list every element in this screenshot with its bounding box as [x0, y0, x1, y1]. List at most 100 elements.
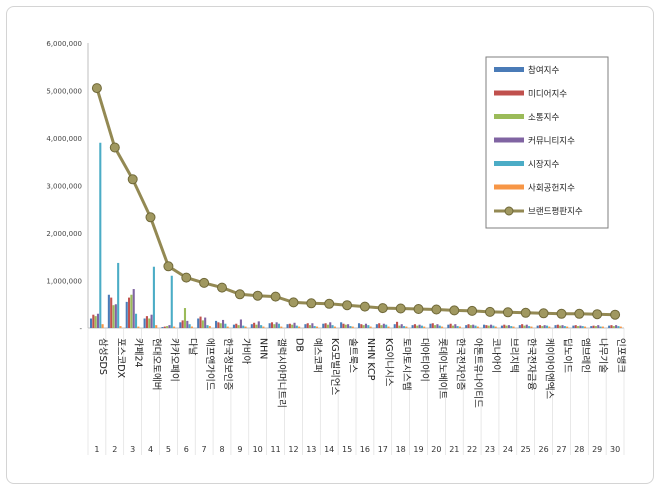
category-number: 9	[237, 445, 242, 454]
bar	[235, 323, 238, 328]
y-tick-label: 4,000,000	[46, 135, 82, 143]
category-label: NHN	[258, 338, 269, 359]
bar	[143, 318, 146, 328]
bar	[512, 326, 515, 328]
bar	[96, 313, 100, 328]
bar	[472, 324, 475, 328]
bar	[413, 324, 416, 328]
bar	[530, 326, 533, 328]
category-label: 카페24	[133, 338, 144, 368]
bar	[340, 322, 343, 328]
bar	[369, 326, 372, 328]
line-series	[91, 83, 621, 320]
line-point	[556, 308, 567, 319]
bar	[364, 323, 368, 328]
line-point	[270, 291, 281, 302]
bar	[525, 324, 528, 328]
bar	[505, 325, 508, 329]
category-label: 예스코퍼	[311, 338, 322, 373]
line-point	[163, 261, 174, 272]
bar	[270, 322, 274, 328]
line-point	[252, 290, 263, 301]
category-number: 10	[253, 445, 263, 454]
bar	[367, 325, 370, 328]
bar	[378, 323, 381, 328]
category-label: 한국전자인증	[454, 338, 465, 391]
bar	[469, 325, 472, 328]
bar	[89, 318, 93, 328]
bar	[405, 326, 408, 328]
bar	[349, 326, 352, 328]
line-point	[91, 83, 102, 94]
bar	[268, 323, 271, 328]
category-number: 8	[219, 445, 224, 454]
bar	[402, 326, 406, 328]
bar	[331, 325, 334, 328]
bar	[492, 325, 495, 329]
bar	[295, 325, 298, 329]
bar	[226, 326, 229, 328]
bar	[476, 326, 479, 328]
bar	[275, 322, 278, 328]
bar	[351, 326, 354, 328]
bar	[94, 316, 97, 329]
bar-group	[89, 142, 622, 329]
bar	[521, 324, 524, 328]
legend-swatch	[494, 90, 524, 96]
bar	[615, 325, 618, 328]
category-label: 브리지텍	[508, 338, 519, 373]
bar	[309, 325, 312, 328]
category-label: 삼성SDS	[97, 338, 108, 375]
line-point	[234, 289, 245, 300]
line-point	[395, 303, 406, 314]
bar	[190, 326, 193, 328]
category-label: 솔트룩스	[347, 338, 358, 373]
bar	[286, 324, 289, 328]
bar	[441, 326, 444, 328]
legend-label: 사회공헌지수	[528, 184, 575, 194]
bar	[579, 325, 582, 329]
bar	[277, 323, 281, 328]
bar	[222, 319, 225, 328]
bar	[125, 301, 128, 329]
bar	[148, 318, 151, 328]
y-tick-label: 1,000,000	[46, 278, 82, 286]
bar	[239, 319, 242, 328]
bar	[306, 323, 309, 328]
line-point	[342, 300, 353, 311]
legend-label: 소통지수	[528, 113, 559, 123]
bar	[563, 326, 566, 328]
category-label: 한국전자금융	[526, 338, 537, 391]
category-number: 2	[112, 445, 117, 454]
bar	[518, 325, 521, 328]
legend-swatch	[494, 67, 524, 72]
bar	[288, 323, 291, 328]
category-number: 6	[184, 445, 189, 454]
bar	[119, 326, 122, 328]
bar	[168, 325, 171, 328]
bar	[416, 325, 419, 329]
bar	[543, 325, 546, 328]
line-point	[217, 282, 227, 293]
bar	[188, 324, 191, 328]
category-number: 27	[556, 445, 566, 454]
bar	[434, 325, 437, 328]
legend-swatch	[494, 114, 524, 119]
category-label: 엠브레인	[579, 338, 591, 373]
bar	[293, 322, 296, 328]
axes: - 1,000,000 2,000,000 3,000,000 4,000,000 5,0…	[46, 40, 625, 455]
category-number: 11	[271, 445, 281, 454]
bar	[291, 324, 294, 328]
bar	[619, 326, 622, 328]
bar	[112, 305, 115, 328]
category-label: DB	[294, 338, 305, 352]
bar	[255, 324, 258, 328]
category-number: 12	[288, 445, 298, 454]
legend-label: 시장지수	[528, 159, 559, 170]
category-label: 인포뱅크	[615, 338, 626, 373]
bar	[183, 308, 187, 328]
bar	[347, 324, 350, 328]
bar	[554, 325, 557, 328]
bar	[572, 325, 575, 329]
bar	[545, 325, 549, 329]
